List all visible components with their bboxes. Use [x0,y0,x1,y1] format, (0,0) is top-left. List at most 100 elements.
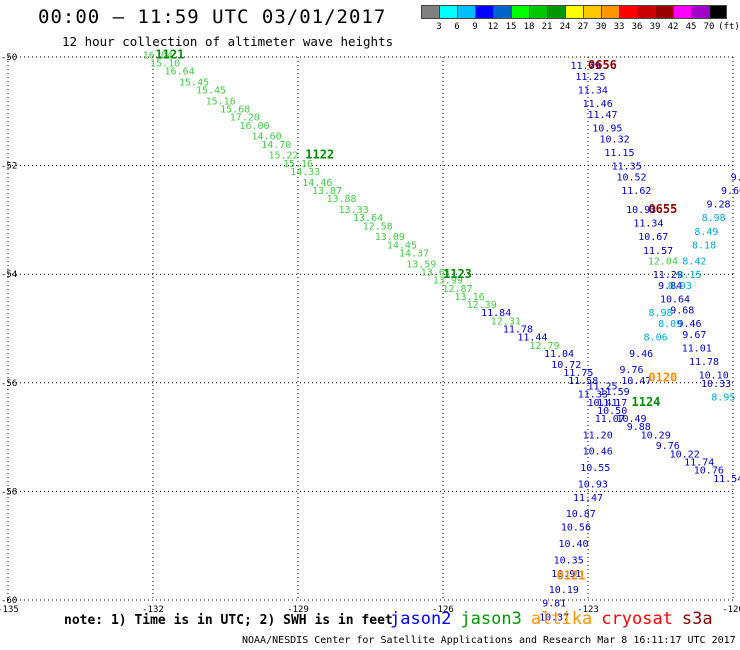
pass-time-labels: 1121 1122 1123 1124 0656 0655 0120 0121 [155,47,677,582]
color-scale-label: 12 [487,22,499,32]
wave-height-value: 10.91 [551,569,581,580]
color-scale-label: 70 [703,22,715,32]
wave-height-value: 13.88 [326,194,356,205]
color-swatch [457,5,475,19]
wave-height-value: 16.64 [165,67,195,78]
legend-s3a: s3a [681,609,713,629]
latitude-label: -54 [1,270,17,280]
page-title: 00:00 – 11:59 UTC 03/01/2017 [38,6,387,28]
color-scale-bar [421,5,727,19]
wave-height-value: 10.33 [701,379,731,390]
wave-height-value: 15.22 [268,151,298,162]
wave-height-value: 8.93 [668,281,692,292]
wave-height-value: 10.49 [616,414,646,425]
wave-height-points: 16.0415.1016.6415.4515.4515.1615.6817.20… [143,50,740,623]
wave-height-value: 11.47 [573,493,603,504]
wave-height-value: 10.56 [561,523,591,534]
wave-height-value: 11.20 [583,430,613,441]
color-scale-label: 15 [505,22,517,32]
legend-jason3: jason3 [460,609,522,629]
wave-height-value: 10.29 [641,430,671,441]
longitude-label: -135 [0,605,19,615]
wave-height-value: 13.59 [406,259,436,270]
wave-height-value: 12.39 [467,300,497,311]
color-swatch [619,5,637,19]
latitude-label: -56 [1,379,17,389]
wave-height-value: 8.09 [658,319,682,330]
wave-height-value: 11.74 [684,458,714,469]
color-swatch [691,5,709,19]
wave-height-value: 10.76 [694,466,724,477]
color-scale-label: 45 [685,22,697,32]
wave-height-value: 10.87 [566,509,596,520]
wave-height-value: 11.15 [604,148,634,159]
pass-time-label: 1124 [632,395,661,409]
color-swatch [637,5,655,19]
wave-height-value: 10.46 [583,447,613,458]
wave-height-value: 10.93 [626,205,656,216]
wave-height-value: 10.93 [578,479,608,490]
wave-height-value: 11.35 [612,162,642,173]
color-scale-label: 42 [667,22,679,32]
wave-height-value: 10.22 [670,449,700,460]
color-scale-label: 36 [631,22,643,32]
wave-height-value: 11.78 [689,357,719,368]
wave-height-value: 11.33 [578,390,608,401]
wave-height-value: 8.18 [692,240,716,251]
wave-height-value: 9.60 [721,186,740,197]
wave-height-value: 9.46 [677,319,701,330]
wave-height-value: 13.16 [455,292,485,303]
color-swatch [601,5,619,19]
wave-height-value: 9.43 [731,172,740,183]
wave-height-value: 11.75 [563,368,593,379]
wave-height-value: 14.46 [302,178,332,189]
wave-height-value: 11.47 [587,110,617,121]
wave-height-value: 10.55 [580,463,610,474]
wave-height-value: 9.46 [629,349,653,360]
color-scale-label: 39 [649,22,661,32]
wave-height-value: 14.37 [399,248,429,259]
wave-height-value: 16.04 [143,50,173,61]
wave-height-value: 11.25 [587,382,617,393]
color-scale-label: 27 [577,22,589,32]
wave-height-value: 11.78 [503,325,533,336]
legend-altika: altika [530,609,593,629]
color-scale-label: 30 [595,22,607,32]
wave-height-value: 13.87 [312,186,342,197]
wave-height-value: 10.50 [597,406,627,417]
wave-height-value: 10.64 [660,295,690,306]
wave-height-value: 12.31 [491,316,521,327]
wave-height-value: 8.06 [644,333,668,344]
satellite-legend: jason2 jason3 altika cryosat s3a [390,609,722,629]
wave-height-value: 10.41 [587,398,617,409]
wave-height-value: 13.64 [353,213,383,224]
wave-height-value: 11.07 [595,414,625,425]
wave-height-value: 10.47 [621,376,651,387]
wave-height-value: 10.52 [616,172,646,183]
wave-height-value: 8.42 [682,257,706,268]
longitude-label: -129 [287,605,309,615]
wave-height-value: 16.00 [239,121,269,132]
color-swatch [547,5,565,19]
longitude-label: -126 [432,605,454,615]
wave-height-value: 9.81 [542,599,566,610]
longitude-label: -132 [142,605,164,615]
color-scale-label: 6 [454,22,460,32]
longitude-label: -123 [577,605,599,615]
wave-height-value: 13.61 [421,267,451,278]
wave-height-value: 15.68 [220,105,250,116]
wave-height-value: 11.54 [713,474,740,485]
color-swatch [565,5,583,19]
wave-height-value: 15.16 [206,96,236,107]
latitude-label: -60 [1,596,17,606]
wave-height-value: 17.20 [230,113,260,124]
pass-time-label: 0655 [648,202,677,216]
wave-height-value: 15.45 [196,86,226,97]
wave-height-value: 11.25 [575,72,605,83]
wave-height-value: 9.28 [706,200,730,211]
pass-time-label: 1121 [155,47,184,61]
pass-time-label: 1123 [443,267,472,281]
wave-height-value: 8.98 [648,308,672,319]
wave-height-value: 10.32 [600,134,630,145]
wave-height-value: 14.33 [290,167,320,178]
